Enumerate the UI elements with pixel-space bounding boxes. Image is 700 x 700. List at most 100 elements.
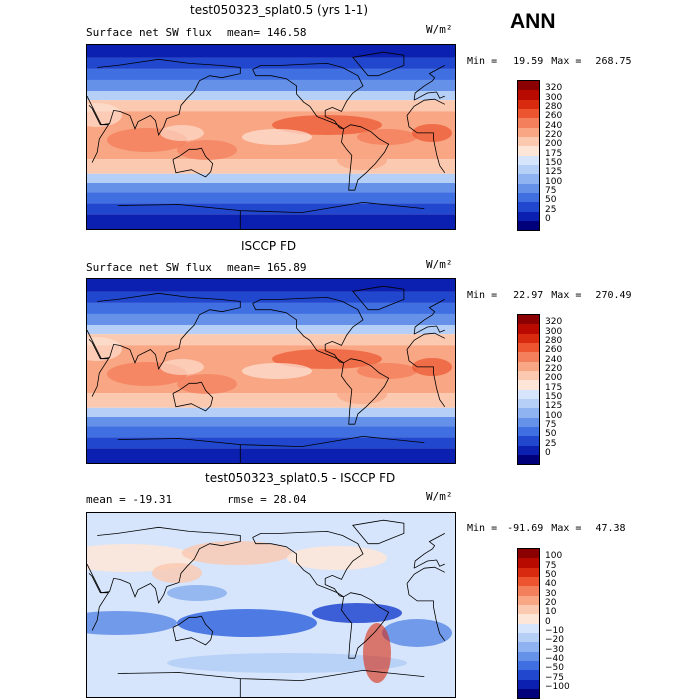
panel-title: test050323_splat0.5 (yrs 1-1): [190, 3, 369, 17]
colorbar-swatch: [518, 660, 539, 671]
colorbar-tick-label: 200: [545, 139, 563, 150]
colorbar-swatch: [518, 361, 539, 371]
colorbar-swatch: [518, 595, 539, 605]
colorbar-tick-label: 0: [545, 447, 551, 458]
colorbar-swatch: [518, 398, 539, 409]
colorbar-swatch: [518, 342, 539, 353]
colorbar-swatch: [518, 651, 539, 661]
colorbar-tick-label: 75: [545, 560, 557, 571]
mean-label: mean= 165.89: [227, 261, 307, 274]
coastline-samerica: [341, 358, 390, 425]
mean-label: mean= 146.58: [227, 26, 307, 39]
colorbar-tick-label: 50: [545, 569, 557, 580]
colorbar-tick-label: 320: [545, 317, 563, 328]
colorbar-swatch: [518, 567, 539, 577]
min-value: -91.69: [507, 523, 544, 534]
colorbar-tick-label: 175: [545, 148, 563, 159]
colorbar-swatch: [518, 670, 539, 680]
colorbar-swatch: [518, 604, 539, 615]
season-label: ANN: [510, 10, 556, 33]
max-label: Max =: [551, 290, 582, 301]
colorbar-swatch: [518, 127, 539, 137]
colorbar-tick-label: 220: [545, 363, 563, 374]
max-value: 47.38: [595, 523, 626, 534]
coastline-africa: [88, 98, 446, 174]
colorbar-tick-label: 175: [545, 382, 563, 393]
colorbar-swatch: [518, 146, 539, 156]
colorbar-tick-label: 300: [545, 92, 563, 103]
min-label: Min =: [467, 290, 498, 301]
map-diff: [86, 512, 456, 698]
colorbar-swatch: [518, 576, 539, 587]
colorbar: [517, 548, 540, 700]
colorbar-swatch: [518, 333, 539, 343]
colorbar-tick-label: 200: [545, 373, 563, 384]
min-value: 19.59: [513, 56, 544, 67]
colorbar-swatch: [518, 90, 539, 100]
units-label: W/m²: [426, 23, 453, 36]
colorbar-swatch: [518, 426, 539, 437]
min-value: 22.97: [513, 290, 544, 301]
coastline-greenland: [352, 285, 405, 311]
colorbar-swatch: [518, 315, 539, 325]
colorbar-tick-label: 100: [545, 551, 563, 562]
colorbar-swatch: [518, 623, 539, 633]
colorbar-tick-label: −40: [545, 653, 564, 664]
colorbar-tick-label: 220: [545, 129, 563, 140]
colorbar: [517, 80, 540, 232]
coastline-antarctica: [117, 201, 425, 229]
colorbar-swatch: [518, 408, 539, 418]
colorbar-tick-label: 75: [545, 419, 557, 430]
coastline-namerica: [252, 530, 364, 598]
coastline-samerica: [341, 592, 390, 659]
colorbar-swatch: [518, 389, 539, 399]
colorbar-swatch: [518, 549, 539, 559]
panel-title: ISCCP FD: [241, 239, 297, 253]
coastline-antarctica: [117, 435, 425, 463]
max-value: 270.49: [595, 290, 632, 301]
colorbar-tick-label: 125: [545, 167, 563, 178]
colorbar-tick-label: 25: [545, 204, 557, 215]
colorbar-swatch: [518, 164, 539, 175]
colorbar-swatch: [518, 81, 539, 91]
min-max-readout: Min = 19.59 Max = 268.75: [467, 57, 632, 67]
coastline-eurasia: [87, 526, 445, 605]
colorbar-swatch: [518, 192, 539, 203]
colorbar-swatch: [518, 324, 539, 334]
panel-title: test050323_splat0.5 - ISCCP FD: [205, 471, 396, 485]
variable-label: Surface net SW flux: [86, 261, 212, 274]
colorbar-swatch: [518, 370, 539, 381]
world-map-contour: [87, 45, 455, 229]
colorbar-tick-label: −10: [545, 625, 564, 636]
coastline-australia: [172, 147, 214, 178]
colorbar-swatch: [518, 436, 539, 446]
coastline-africa: [88, 566, 446, 642]
colorbar-tick-label: 260: [545, 111, 563, 122]
max-value: 268.75: [595, 56, 632, 67]
colorbar-swatch: [518, 417, 539, 427]
colorbar-tick-label: 300: [545, 326, 563, 337]
colorbar-swatch: [518, 108, 539, 119]
colorbar-swatch: [518, 586, 539, 596]
colorbar-swatch: [518, 614, 539, 624]
colorbar-tick-label: 100: [545, 176, 563, 187]
colorbar-swatch: [518, 220, 539, 231]
colorbar-swatch: [518, 183, 539, 193]
colorbar-tick-label: 280: [545, 335, 563, 346]
coastline-samerica: [341, 124, 390, 191]
colorbar-tick-label: 0: [545, 616, 551, 627]
colorbar-swatch: [518, 155, 539, 165]
min-max-readout: Min = -91.69 Max = 47.38: [467, 524, 626, 534]
colorbar-tick-label: −30: [545, 644, 564, 655]
world-map-contour: [87, 513, 455, 697]
colorbar-tick-label: 240: [545, 120, 563, 131]
max-label: Max =: [551, 523, 582, 534]
colorbar-tick-label: 50: [545, 195, 557, 206]
colorbar-tick-label: −50: [545, 663, 564, 674]
colorbar-tick-label: 10: [545, 607, 557, 618]
coastline-antarctica: [117, 669, 425, 697]
colorbar-tick-label: 150: [545, 157, 563, 168]
world-map-contour: [87, 279, 455, 463]
colorbar-tick-label: 25: [545, 438, 557, 449]
min-max-readout: Min = 22.97 Max = 270.49: [467, 291, 632, 301]
